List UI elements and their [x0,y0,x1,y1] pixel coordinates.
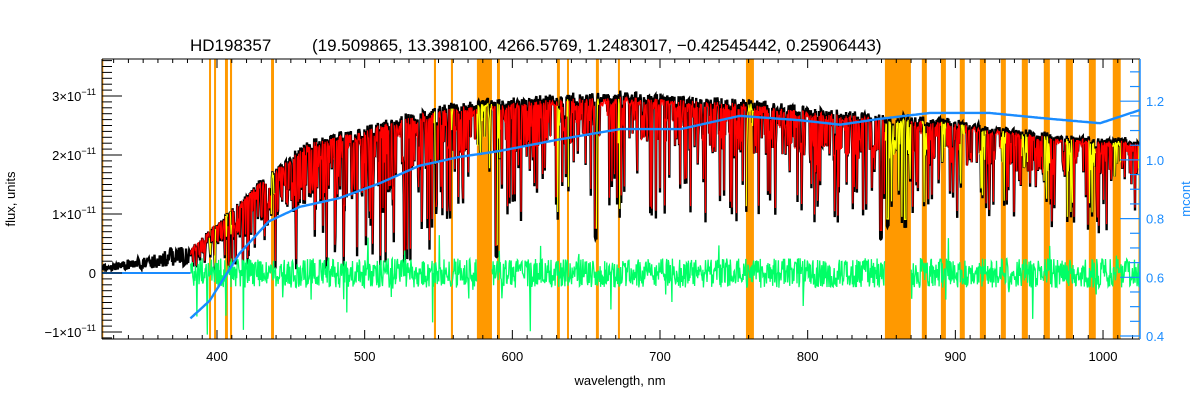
masked-region-bar [1138,59,1140,339]
masked-region-bar [745,59,754,339]
mcont-line [189,108,1140,320]
y-tick-label: 2×10−11 [52,146,96,163]
y2-tick-label: 1.2 [1146,94,1164,109]
series-group [102,90,1140,335]
masked-region-bar [959,59,965,339]
masked-region-bar [229,59,233,339]
y2-axis-title: mcont [1178,181,1193,217]
x-tick-label: 600 [501,349,523,364]
x-tick-label: 800 [797,349,819,364]
y2-tick-label: 1.0 [1146,153,1164,168]
y-tick-label: −1×10−11 [45,323,96,340]
masked-region-bar [224,59,228,339]
x-tick-label: 700 [649,349,671,364]
y2-tick-label: 0.8 [1146,212,1164,227]
y2-tick-label: 0.4 [1146,329,1164,344]
masked-region-bar [450,59,453,339]
model-flux-line [190,95,1140,266]
masked-region-bar [209,59,212,339]
masked-region-bar [940,59,946,339]
y-axis-title: flux, units [3,171,18,226]
x-tick-label: 400 [206,349,228,364]
y-tick-label: 0 [89,266,96,281]
masked-region-bar [1021,59,1028,339]
y-tick-label: 1×10−11 [52,205,96,222]
chart-title-params: (19.509865, 13.398100, 4266.5769, 1.2483… [312,36,882,55]
x-tick-label: 500 [354,349,376,364]
model-flux-masked-line [208,98,1140,268]
masked-region-bar [979,59,986,339]
masked-region-bar [214,59,217,339]
masked-region-bar [1065,59,1073,339]
y-tick-label: 3×10−11 [52,87,96,104]
masked-region-bar [1112,59,1121,339]
x-axis-title: wavelength, nm [573,373,665,388]
masked-region-bar [102,59,104,339]
axes: 400 500 600 700 800 900 1000 −1×10−11 0 1×10−11 2×… [45,58,1164,364]
residuals-line [190,235,1140,335]
chart-title-object: HD198357 [190,36,271,55]
masked-region-bar [566,59,569,339]
x-tick-label: 1000 [1089,349,1118,364]
y2-tick-label: 0.6 [1146,270,1164,285]
x-tick-label: 900 [944,349,966,364]
